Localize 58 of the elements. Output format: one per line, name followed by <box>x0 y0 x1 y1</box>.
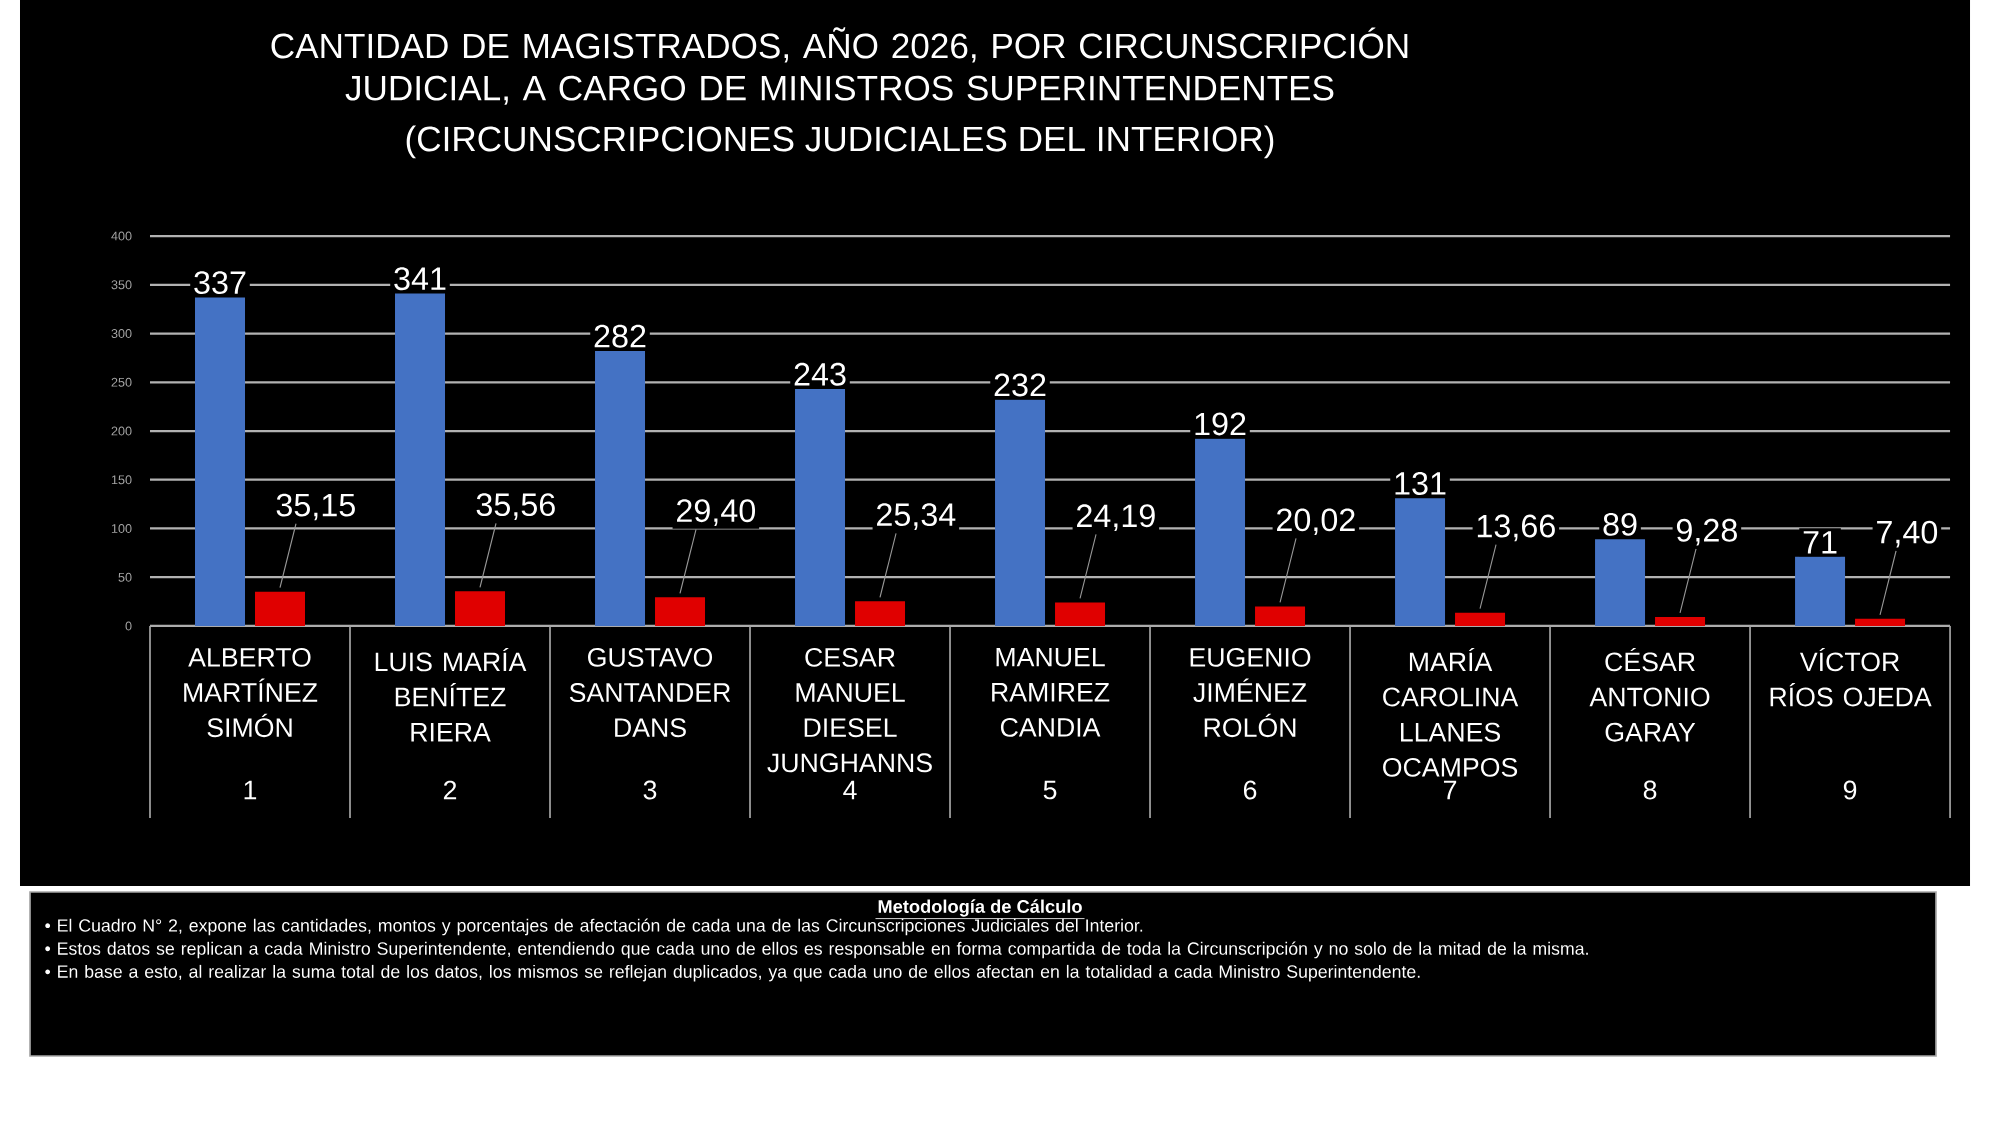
x-tick-label: LUIS MARÍA BENÍTEZ RIERA <box>375 647 527 742</box>
data-label: 25,34 <box>877 503 956 530</box>
x-tick-label: ALBERTO MARTÍNEZ SIMÓN <box>184 647 318 738</box>
text: 4 <box>843 780 857 800</box>
data-label: 7,40 <box>1877 520 1938 548</box>
bar <box>1855 618 1906 626</box>
x-tick-label: MANUEL RAMIREZ CANDIA <box>992 647 1110 737</box>
data-label: 24,19 <box>1077 504 1155 532</box>
x-tick-label: VÍCTOR RÍOS OJEDA <box>1770 647 1932 707</box>
bar <box>1395 498 1446 626</box>
text: 2 <box>443 780 457 800</box>
data-label: 71 <box>1803 531 1837 554</box>
x-tick-label: MARÍA CAROLINA LLANES OCAMPOS <box>1383 647 1519 777</box>
text: 1 <box>244 780 257 800</box>
chart-title: CANTIDAD DE MAGISTRADOS, AÑO 2026, POR CIRCUNSCRIPCIÓN JUDICIAL, A CARGO DE MINISTROS SUPERINTENDENTES <box>271 27 1408 105</box>
text: • En base a esto, al realizar la suma total de los datos, los mismos se reflejan duplicados, ya que cada uno de ellos afectan en la totalidad a cada Ministro Superintendente. <box>45 964 1420 982</box>
data-label: 13,66 <box>1477 514 1555 542</box>
data-label: 89 <box>1603 512 1637 536</box>
bar <box>1655 616 1706 626</box>
data-label: 35,15 <box>276 493 355 521</box>
bar <box>1255 606 1306 626</box>
text: 9 <box>1843 780 1857 800</box>
data-label: 282 <box>594 324 646 348</box>
bar <box>395 293 446 626</box>
bar <box>855 601 906 626</box>
data-label: 337 <box>194 271 246 295</box>
x-tick-label: CESAR MANUEL DIESEL JUNGHANNS <box>767 647 932 773</box>
x-tick-label: EUGENIO JIMÉNEZ ROLÓN <box>1190 647 1311 738</box>
bar <box>255 591 305 626</box>
data-label: 341 <box>394 267 446 291</box>
x-tick-label: GUSTAVO SANTANDER DANS <box>569 647 731 738</box>
text: 6 <box>1243 780 1257 800</box>
data-label: 131 <box>1395 472 1446 495</box>
text: • Estos datos se replican a cada Ministro Superintendente, entendiendo que cada uno de ellos es responsable en forma compartida de toda la Circunscripción y no solo de la mitad de la misma. <box>45 941 1588 959</box>
bar <box>795 389 846 626</box>
data-label: 232 <box>994 373 1046 397</box>
data-label: 20,02 <box>1277 508 1355 536</box>
text: 5 <box>1043 780 1057 800</box>
text: • El Cuadro N° 2, expone las cantidades, montos y porcentajes de afectación de cada una de las Circunscripciones Judiciales del Interior. <box>45 918 1143 936</box>
chart-subtitle: (CIRCUNSCRIPCIONES JUDICIALES DEL INTERIOR) <box>406 125 1274 159</box>
bar <box>1455 612 1506 626</box>
bar <box>1595 539 1646 626</box>
data-label: 29,40 <box>677 499 756 526</box>
text: 3 <box>643 780 657 800</box>
text: 8 <box>1643 780 1657 800</box>
bar <box>1055 602 1106 626</box>
text: Metodología de Cálculo <box>878 899 1082 917</box>
bar <box>595 351 646 626</box>
x-tick-label: CÉSAR ANTONIO GARAY <box>1589 647 1710 742</box>
data-label: 9,28 <box>1676 518 1737 546</box>
data-label: 192 <box>1195 412 1246 436</box>
data-label: 35,56 <box>476 493 555 520</box>
data-label: 243 <box>794 362 846 386</box>
bar <box>455 591 506 626</box>
bar <box>655 597 706 626</box>
text: 7 <box>1443 780 1457 800</box>
bar <box>195 297 246 626</box>
bar <box>1795 556 1846 626</box>
